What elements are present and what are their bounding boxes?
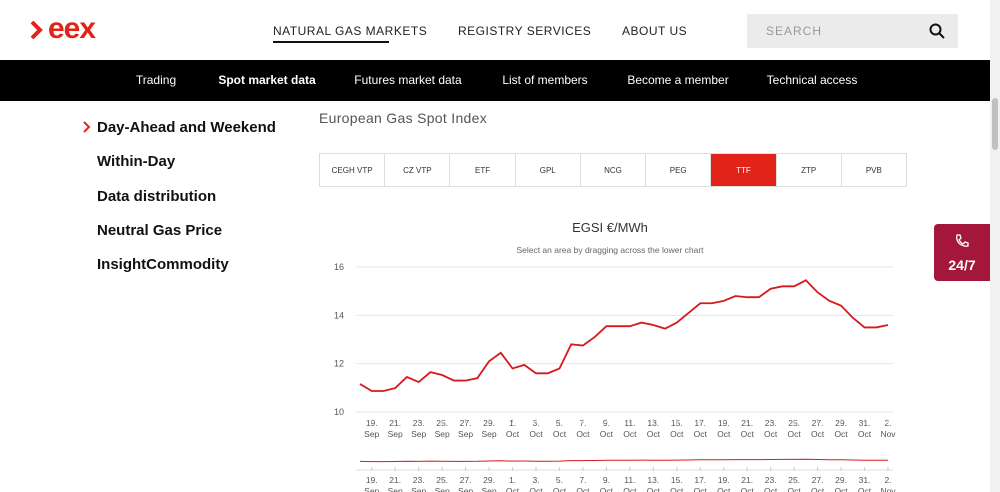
nav-underline (273, 41, 389, 43)
y-tick-label: 10 (334, 407, 344, 417)
navigator-tick-label: 23. Sep (411, 475, 426, 492)
search-icon[interactable] (929, 23, 945, 39)
navigator-tick-label: 25. Oct (788, 475, 802, 492)
navigator-tick-label: 21. Oct (741, 475, 755, 492)
market-tab[interactable]: PEG (646, 154, 712, 186)
chart-subtitle: Select an area by dragging across the lo… (516, 245, 704, 255)
navigator-tick-label: 27. Oct (811, 475, 825, 492)
logo-chevron (30, 20, 43, 40)
market-tab[interactable]: GPL (516, 154, 581, 186)
nav-link[interactable]: NATURAL GAS MARKETS (273, 24, 428, 38)
search-box[interactable]: SEARCH (747, 14, 958, 48)
market-tab[interactable]: PVB (865, 165, 882, 175)
navigator-tick-label: 9. Oct (600, 475, 614, 492)
sidebar-link[interactable]: Within-Day (97, 153, 176, 170)
navigator-tick-label: 29. Sep (482, 475, 497, 492)
y-tick-label: 16 (334, 262, 344, 272)
navigator-line (359, 458, 889, 463)
hotline-label: 24/7 (948, 257, 976, 273)
active-chevron (83, 121, 91, 133)
navigator-tick-label: 29. Oct (834, 475, 848, 492)
navigator-tick-label: 13. Oct (647, 475, 661, 492)
section-title: European Gas Spot Index (319, 110, 488, 126)
navigator-tick-label: 11. Oct (623, 475, 637, 492)
sidebar-link[interactable]: InsightCommodity (97, 256, 229, 273)
subnav-link[interactable]: Become a member (627, 73, 729, 87)
navigator-tick-label: 19. Oct (717, 475, 731, 492)
navigator-tick-label: 7. Oct (576, 475, 590, 492)
phone-icon (956, 234, 969, 247)
chart-title: EGSI €/MWh (572, 220, 648, 235)
chart: EGSI €/MWh Select an area by dragging acr… (334, 220, 896, 492)
navigator-tick-label: 1. Oct (506, 475, 520, 492)
tab-bar: CEGH VTP CZ VTP ETF GPL NCG PEG TTF ZTP PVB (319, 153, 907, 187)
navigator-tick-label: 5. Oct (553, 475, 567, 492)
sidebar-link[interactable]: Neutral Gas Price (97, 222, 223, 239)
navigator-tick-label: 2. Nov (880, 475, 896, 492)
y-tick-label: 12 (334, 359, 344, 369)
subnav-link[interactable]: Technical access (766, 73, 858, 87)
navigator-tick-label: 19. Sep (364, 475, 379, 492)
nav-link[interactable]: REGISTRY SERVICES (458, 24, 592, 38)
navigator-tick-label: 27. Sep (458, 475, 473, 492)
subnav-link[interactable]: Spot market data (218, 73, 316, 87)
market-tab[interactable]: CZ VTP (385, 154, 451, 186)
subnav-link[interactable]: List of members (502, 73, 588, 87)
navigator-tick-label: 3. Oct (529, 475, 543, 492)
market-tab[interactable]: ZTP (777, 154, 842, 186)
navigator-tick-label: 17. Oct (694, 475, 708, 492)
market-tab[interactable]: CEGH VTP (320, 154, 386, 186)
navigator-tick-label: 23. Oct (764, 475, 778, 492)
subnav-link[interactable]: Futures market data (354, 73, 462, 87)
hotline-button[interactable]: 24/7 (934, 224, 990, 281)
scrollbar-thumb[interactable] (992, 98, 998, 150)
market-tab[interactable]: NCG (581, 154, 647, 186)
navigator-tick-label: 21. Sep (388, 475, 403, 492)
scrollbar[interactable] (990, 0, 1000, 492)
navigator-tick-label: 25. Sep (435, 475, 450, 492)
nav-link[interactable]: ABOUT US (622, 24, 688, 38)
data-line (359, 279, 889, 392)
market-tab[interactable]: ETF (450, 154, 516, 186)
sidebar-link[interactable]: Day-Ahead and Weekend (97, 119, 276, 136)
search-placeholder: SEARCH (766, 24, 823, 38)
market-tab[interactable]: TTF (711, 154, 777, 186)
sub-navigation: Trading Spot market data Futures market … (0, 60, 990, 101)
subnav-link[interactable]: Trading (135, 73, 177, 87)
sidebar-link[interactable]: Data distribution (97, 188, 217, 205)
navigator-tick-label: 31. Oct (858, 475, 872, 492)
y-tick-label: 14 (334, 310, 344, 320)
header: eex NATURAL GAS MARKETS REGISTRY SERVICE… (0, 0, 1000, 60)
navigator-tick-label: 15. Oct (670, 475, 684, 492)
logo[interactable]: eex (48, 12, 96, 45)
